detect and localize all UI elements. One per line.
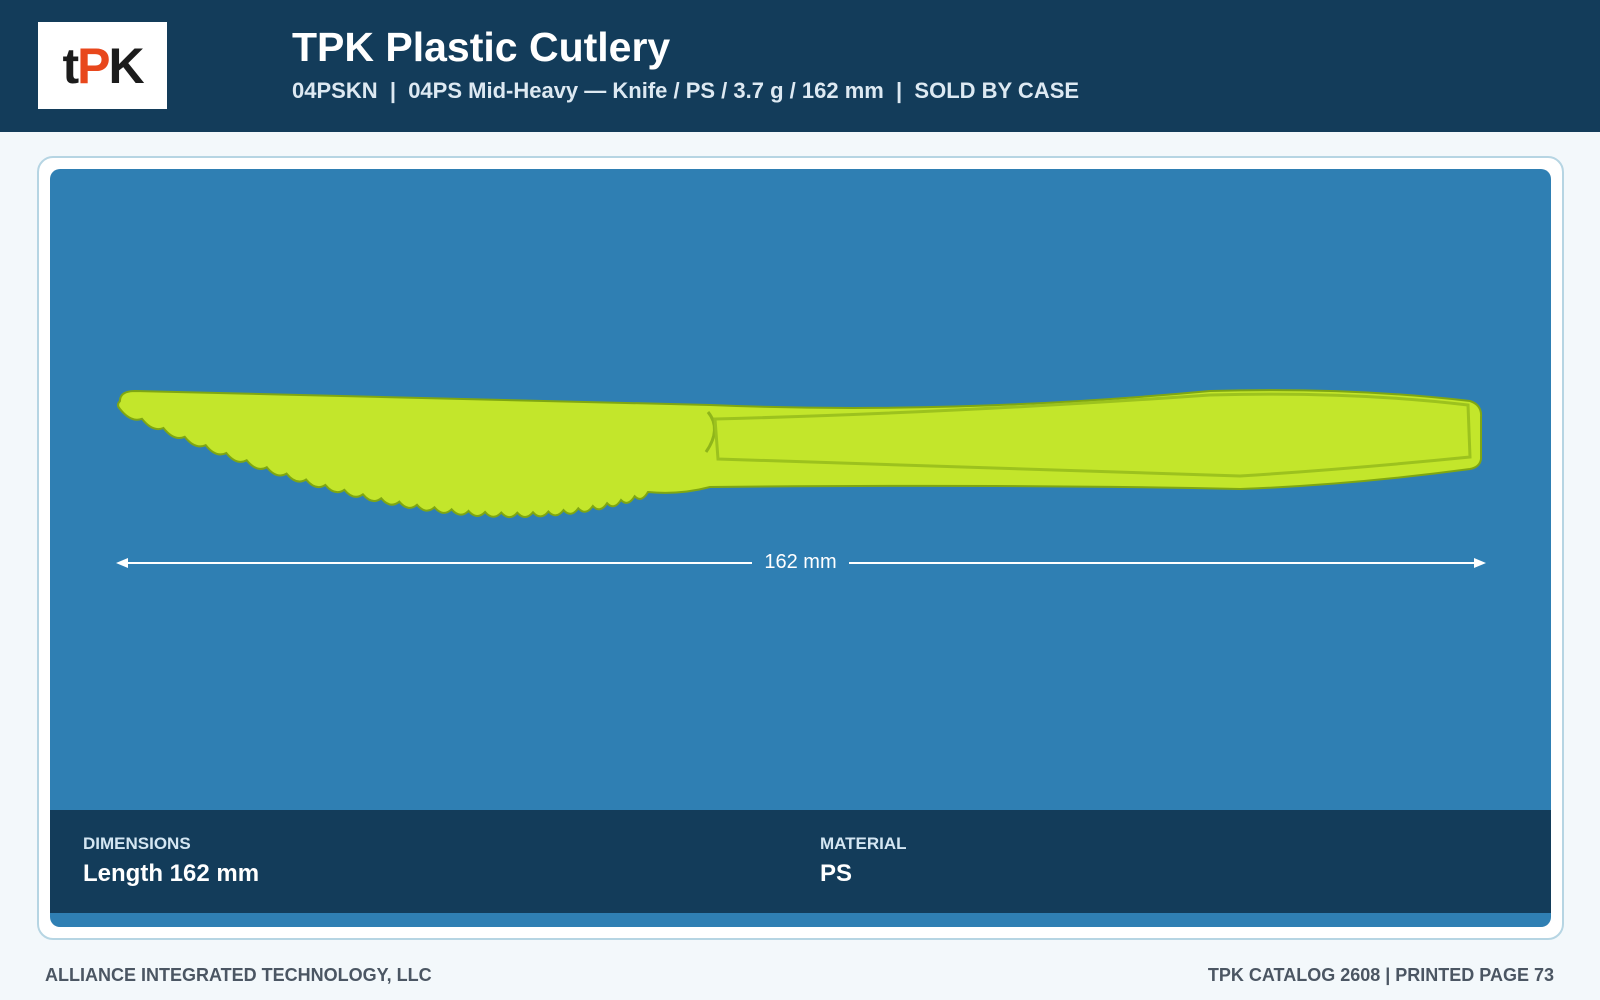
knife bbox=[117, 389, 1483, 519]
dimension-text: 162 mm bbox=[752, 551, 849, 573]
spec-value: Length 162 mm bbox=[83, 860, 260, 887]
title: TPK Plastic Cutlery bbox=[292, 24, 671, 70]
logo-letter: K bbox=[108, 37, 144, 94]
knife-illustration bbox=[116, 389, 1486, 568]
handle-groove bbox=[713, 392, 1472, 478]
spec-bar: DIMENSIONS Length 162 mm MATERIAL PS bbox=[50, 810, 1551, 913]
spec-label: MATERIAL bbox=[820, 834, 907, 853]
spec-value: PS bbox=[820, 860, 853, 887]
footer-right: TPK CATALOG 2608 | PRINTED PAGE 73 bbox=[1207, 965, 1554, 985]
spec-label: DIMENSIONS bbox=[83, 834, 191, 853]
logo-letter: P bbox=[77, 37, 110, 94]
logo-letter: t bbox=[62, 37, 79, 94]
dimension-label: 162 mm bbox=[50, 551, 1551, 574]
product-image: 162 mm DIMENSIONS Length 162 mm MATERIAL… bbox=[50, 169, 1551, 927]
footer-left: ALLIANCE INTEGRATED TECHNOLOGY, LLC bbox=[45, 965, 432, 985]
subtitle: 04PSKN | 04PS Mid-Heavy — Knife / PS / 3… bbox=[292, 78, 1080, 103]
